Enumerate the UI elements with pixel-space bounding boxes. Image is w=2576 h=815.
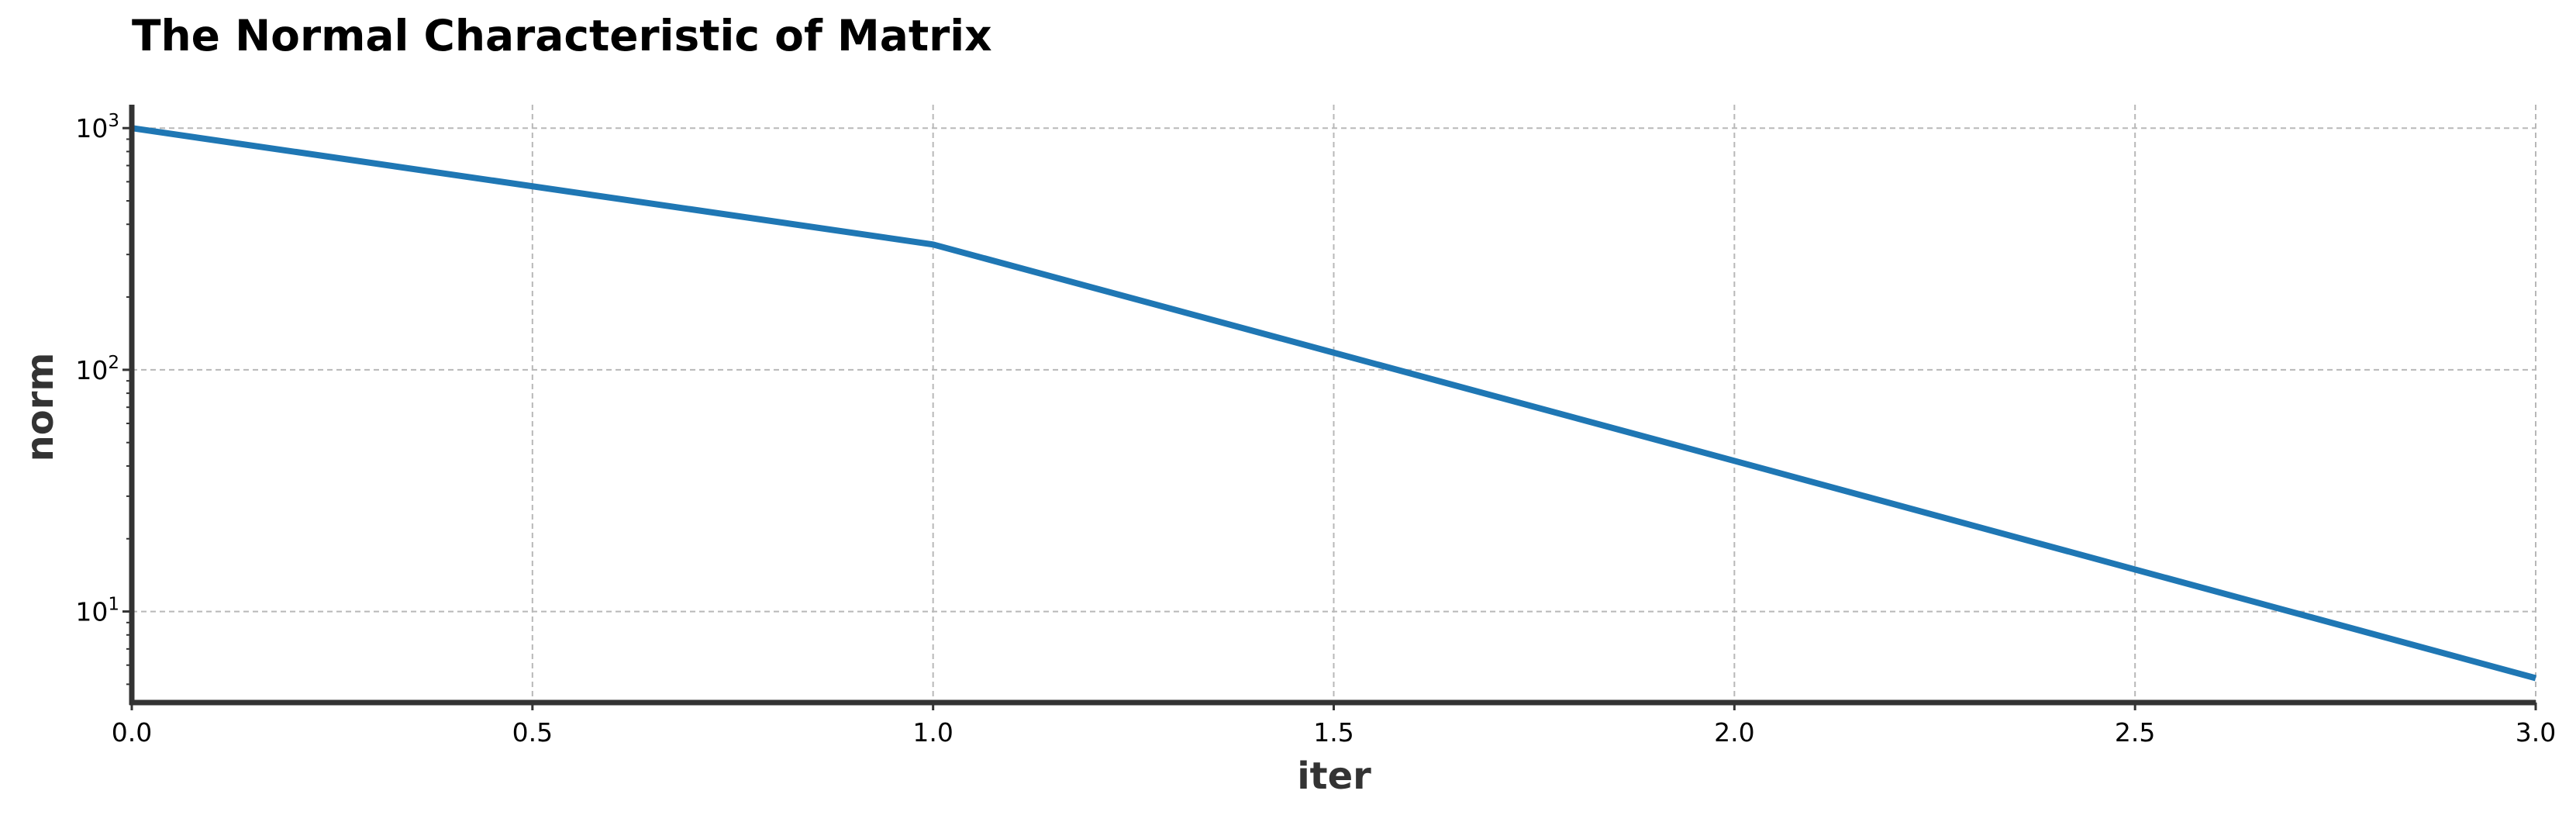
y-tick-label: 102 [75, 353, 119, 385]
x-axis-label: iter [1297, 755, 1371, 798]
y-tick-label: 103 [75, 111, 119, 143]
x-tick-label: 1.5 [1313, 717, 1354, 748]
x-tick-label: 2.0 [1714, 717, 1754, 748]
x-tick-label: 0.5 [512, 717, 553, 748]
grid [131, 105, 2536, 703]
y-tick-label: 101 [75, 595, 119, 627]
x-tick-label: 2.5 [2115, 717, 2155, 748]
x-tick-label: 0.0 [112, 717, 152, 748]
x-tick-label: 3.0 [2516, 717, 2556, 748]
chart-title: The Normal Characteristic of Matrix [132, 11, 992, 60]
axis-ticks: 0.0 0.5 1.0 1.5 2.0 2.5 3.0 101 102 103 [75, 111, 2556, 748]
series-layer [131, 125, 2537, 682]
x-tick-label: 1.0 [912, 717, 953, 748]
series-line-0 [131, 125, 2537, 682]
y-axis-label: norm [19, 353, 62, 462]
